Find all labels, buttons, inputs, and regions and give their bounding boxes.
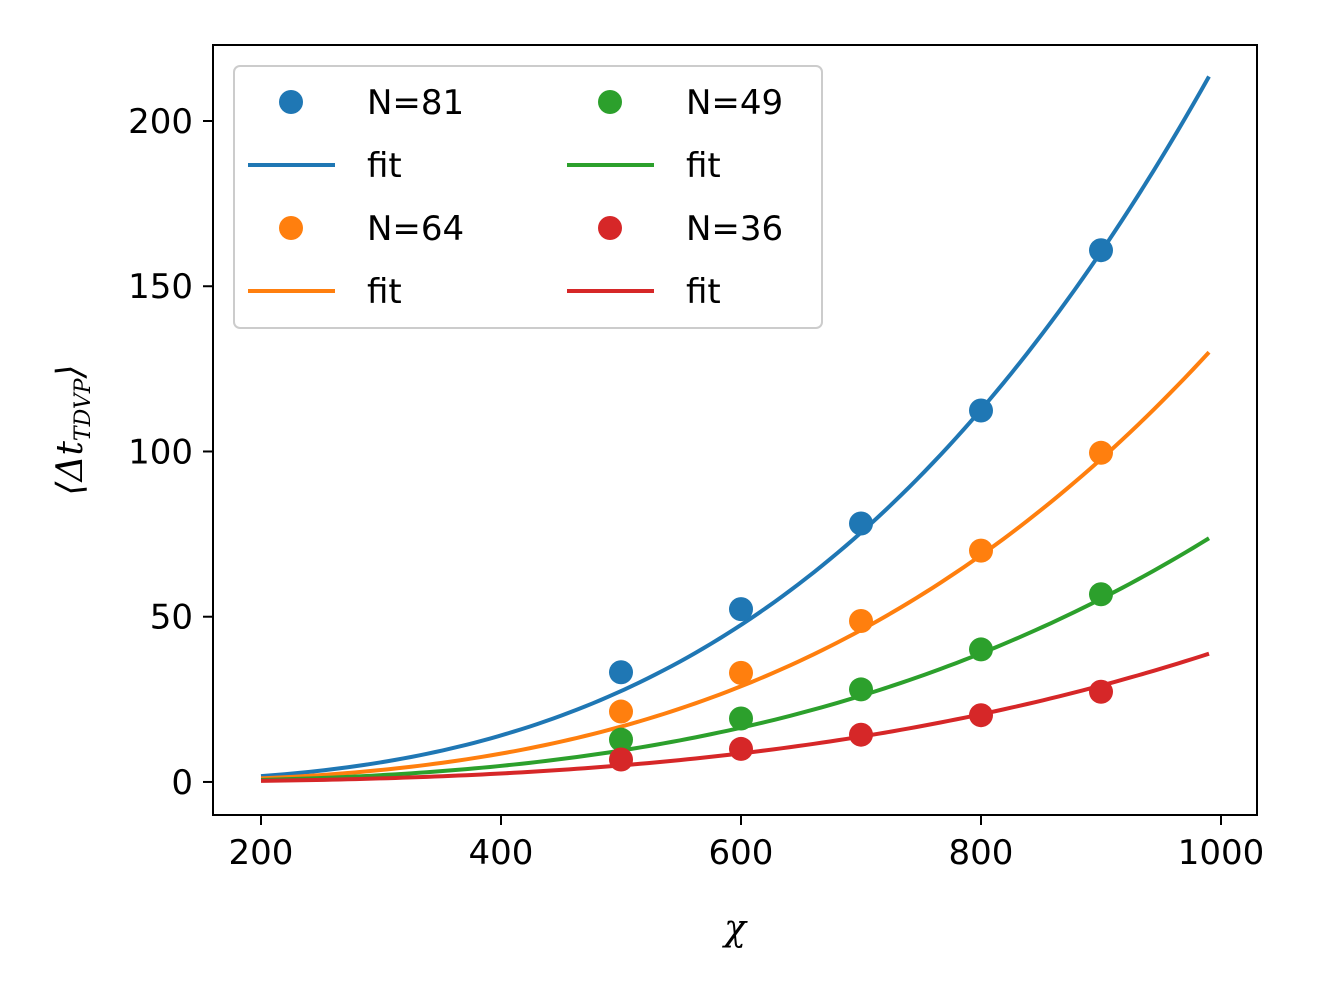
y-tick-label: 0	[171, 763, 193, 803]
data-point-n81	[969, 398, 993, 423]
legend-label: fit	[686, 146, 721, 186]
data-point-n49	[1089, 582, 1113, 607]
legend-label: N=64	[367, 209, 464, 249]
data-point-n36	[1089, 679, 1113, 704]
legend-marker	[279, 90, 303, 114]
legend-marker	[279, 216, 303, 240]
data-point-n64	[969, 538, 993, 563]
data-point-n49	[849, 677, 873, 702]
data-point-n81	[1089, 238, 1113, 263]
y-axis-label: ⟨ΔtTDVP⟩	[50, 364, 96, 495]
data-point-n36	[729, 736, 753, 761]
y-tick-label: 100	[128, 432, 193, 472]
legend: N=81 fit N=64 fit N=49 fit N=36 fit	[233, 65, 823, 329]
legend-label: fit	[367, 146, 402, 186]
x-tick-label: 1000	[1178, 833, 1265, 873]
legend-label: N=49	[686, 83, 783, 123]
x-tick-label: 200	[229, 833, 294, 873]
data-point-n81	[609, 660, 633, 685]
data-point-n81	[849, 511, 873, 536]
fit-line-n81	[260, 75, 1211, 779]
data-point-n36	[969, 703, 993, 728]
y-axis-label-close: ⟩	[50, 364, 91, 379]
y-axis-label-sub: TDVP	[71, 377, 96, 441]
data-point-n49	[609, 727, 633, 752]
svg-text:⟨ΔtTDVP⟩: ⟨ΔtTDVP⟩	[50, 364, 96, 495]
legend-label: N=36	[686, 209, 783, 249]
legend-label: N=81	[367, 83, 464, 123]
legend-marker	[598, 90, 622, 114]
y-axis-label-main: ⟨Δt	[50, 441, 91, 496]
plot-frame	[212, 44, 1258, 816]
data-point-n49	[729, 706, 753, 731]
y-tick-label: 200	[128, 102, 193, 142]
y-tick-label: 150	[128, 267, 193, 307]
data-point-n81	[729, 597, 753, 622]
data-point-n64	[729, 660, 753, 685]
x-axis: 200 400 600 800 1000	[229, 815, 1265, 873]
data-point-n36	[609, 747, 633, 772]
y-axis: 0 50 100 150 200	[128, 102, 213, 803]
x-tick-label: 600	[709, 833, 774, 873]
x-tick-label: 800	[949, 833, 1014, 873]
y-tick-label: 50	[150, 598, 193, 638]
fit-line-n64	[260, 350, 1211, 781]
legend-frame	[233, 65, 823, 329]
legend-marker	[598, 216, 622, 240]
legend-label: fit	[686, 272, 721, 312]
x-tick-label: 400	[469, 833, 534, 873]
data-point-n64	[1089, 440, 1113, 465]
legend-label: fit	[367, 272, 402, 312]
plot-area	[260, 75, 1211, 783]
fit-line-n49	[260, 536, 1211, 782]
data-point-n49	[969, 637, 993, 662]
data-point-n64	[849, 609, 873, 634]
data-point-n64	[609, 699, 633, 724]
x-axis-label: χ	[721, 908, 748, 949]
data-point-n36	[849, 722, 873, 747]
